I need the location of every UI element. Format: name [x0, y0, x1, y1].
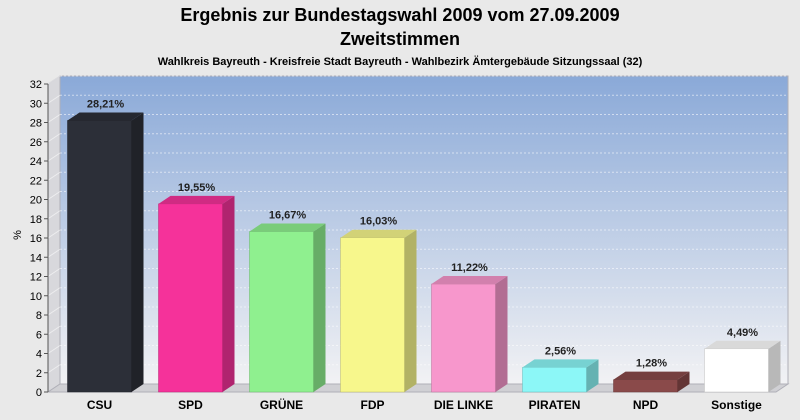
gridline-side: [47, 75, 61, 85]
bar-grüne: [249, 223, 326, 393]
gridline-side: [47, 191, 61, 200]
bar-sonstige: [704, 340, 781, 393]
bar-front: [249, 231, 314, 393]
chart-caption: Wahlkreis Bayreuth - Kreisfreie Stadt Ba…: [158, 55, 643, 68]
bar-value-label: 19,55%: [178, 182, 216, 194]
bar-top: [704, 340, 781, 349]
bar-side: [586, 359, 599, 392]
bar-top: [431, 276, 508, 285]
bar-top: [249, 223, 326, 232]
y-tick-label: 32: [30, 79, 42, 91]
bar-top: [522, 359, 599, 368]
bar-npd: [613, 371, 690, 393]
y-tick-label: 22: [30, 175, 42, 187]
gridline-side: [47, 345, 61, 354]
bar-front: [67, 120, 132, 393]
bar-csu: [67, 112, 144, 393]
x-tick-label: NPD: [633, 398, 659, 412]
gridline-side: [47, 325, 61, 335]
gridline-side: [47, 114, 61, 123]
gridline-side: [47, 171, 61, 181]
bar-side: [404, 229, 417, 392]
y-tick-label: 2: [36, 368, 42, 380]
gridline-side: [47, 287, 61, 297]
bar-value-label: 28,21%: [87, 98, 125, 110]
bar-value-label: 16,03%: [360, 216, 398, 228]
bar-fdp: [340, 229, 417, 393]
bar-top: [158, 195, 235, 204]
bar-spd: [158, 195, 235, 393]
bar-side: [768, 340, 781, 392]
y-tick-label: 0: [36, 387, 42, 399]
y-tick-label: 10: [30, 291, 42, 303]
bar-front: [158, 203, 223, 393]
x-tick-label: FDP: [361, 398, 385, 412]
gridline-side: [47, 94, 61, 104]
bar-value-label: 2,56%: [545, 345, 576, 357]
y-tick-label: 4: [36, 349, 42, 361]
x-tick-label: GRÜNE: [260, 397, 303, 412]
y-axis-label: %: [12, 230, 24, 240]
bar-top: [67, 112, 144, 121]
bar-front: [522, 367, 587, 393]
bar-piraten: [522, 359, 599, 393]
x-tick-label: Sonstige: [711, 398, 762, 412]
gridline-side: [47, 229, 61, 239]
bar-top: [340, 229, 417, 238]
y-tick-label: 26: [30, 137, 42, 149]
y-tick-label: 16: [30, 233, 42, 245]
chart-title: Ergebnis zur Bundestagswahl 2009 vom 27.…: [180, 5, 619, 25]
gridline-side: [47, 306, 61, 316]
bar-die-linke: [431, 276, 508, 393]
y-tick-label: 18: [30, 214, 42, 226]
y-tick-label: 20: [30, 195, 42, 207]
bar-side: [677, 371, 690, 392]
bar-value-label: 16,67%: [269, 210, 307, 222]
y-tick-label: 12: [30, 272, 42, 284]
x-tick-label: CSU: [87, 398, 112, 412]
y-tick-label: 24: [30, 156, 42, 168]
bar-top: [613, 371, 690, 380]
bar-value-label: 11,22%: [451, 262, 488, 274]
gridline-side: [47, 268, 61, 277]
bar-value-label: 4,49%: [727, 327, 758, 339]
x-tick-label: SPD: [178, 398, 203, 412]
chart-subtitle: Zweitstimmen: [340, 29, 460, 49]
x-tick-label: DIE LINKE: [434, 398, 493, 412]
gridline-side: [47, 210, 61, 220]
y-tick-label: 28: [30, 118, 42, 130]
y-tick-label: 6: [36, 329, 42, 341]
bar-front: [704, 348, 769, 393]
bar-value-label: 1,28%: [636, 358, 667, 370]
bar-side: [495, 276, 508, 392]
bar-side: [131, 112, 144, 392]
y-tick-label: 14: [30, 252, 42, 264]
y-tick-label: 8: [36, 310, 42, 322]
gridline-side: [47, 248, 61, 258]
x-tick-label: PIRATEN: [529, 398, 581, 412]
bar-front: [613, 379, 678, 393]
gridline-side: [47, 152, 61, 162]
bar-front: [431, 283, 496, 393]
y-tick-label: 30: [30, 98, 42, 110]
gridline-side: [47, 133, 61, 143]
bar-side: [313, 223, 326, 392]
bar-side: [222, 195, 235, 392]
bar-front: [340, 237, 405, 393]
gridline-side: [47, 364, 61, 374]
